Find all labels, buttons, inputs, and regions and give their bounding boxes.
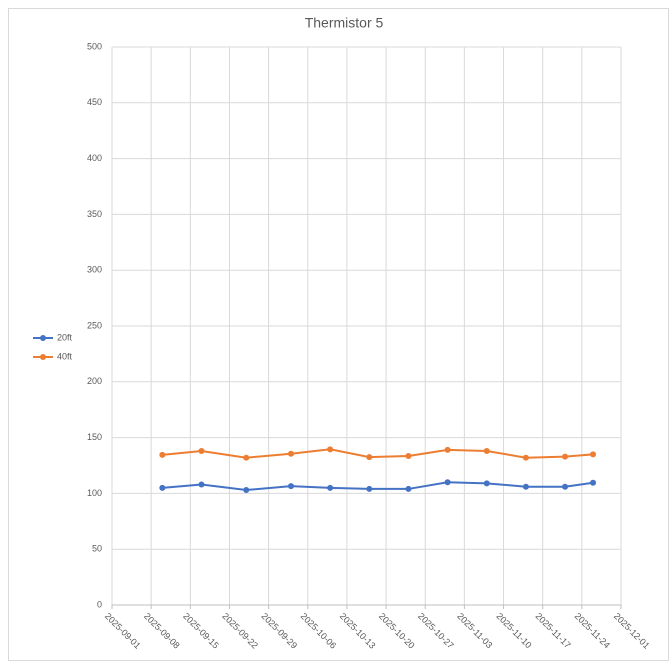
data-point <box>562 453 569 460</box>
data-point <box>590 451 597 458</box>
y-tick-label: 200 <box>87 376 102 386</box>
data-point <box>287 450 294 457</box>
y-tick-label: 350 <box>87 209 102 219</box>
data-point <box>198 481 205 488</box>
data-point <box>405 485 412 492</box>
legend-marker <box>40 335 46 341</box>
data-point <box>444 446 451 453</box>
data-point <box>590 479 597 486</box>
series-line <box>162 481 594 492</box>
chart-title: Thermistor 5 <box>305 15 384 31</box>
data-point <box>522 483 529 490</box>
data-point <box>483 447 490 454</box>
data-point <box>159 451 166 458</box>
data-point <box>243 454 250 461</box>
legend-label: 40ft <box>57 351 73 361</box>
data-point <box>243 487 250 494</box>
data-point <box>562 483 569 490</box>
legend-label: 20ft <box>57 332 73 342</box>
data-point <box>522 454 529 461</box>
y-tick-label: 150 <box>87 432 102 442</box>
data-point <box>198 447 205 454</box>
y-tick-label: 250 <box>87 320 102 330</box>
y-tick-label: 50 <box>92 544 102 554</box>
y-tick-label: 400 <box>87 153 102 163</box>
series-line <box>162 448 594 459</box>
data-point <box>327 446 334 453</box>
y-tick-label: 500 <box>87 41 102 51</box>
data-point <box>405 453 412 460</box>
data-point <box>327 484 334 491</box>
data-point <box>287 483 294 490</box>
data-point <box>366 485 373 492</box>
data-point <box>159 484 166 491</box>
data-point <box>483 480 490 487</box>
y-tick-label: 300 <box>87 265 102 275</box>
data-point <box>366 454 373 461</box>
chart-frame <box>8 8 669 661</box>
y-tick-label: 100 <box>87 488 102 498</box>
y-tick-label: 0 <box>97 599 102 609</box>
y-tick-label: 450 <box>87 97 102 107</box>
data-point <box>444 479 451 486</box>
legend-marker <box>40 354 46 360</box>
